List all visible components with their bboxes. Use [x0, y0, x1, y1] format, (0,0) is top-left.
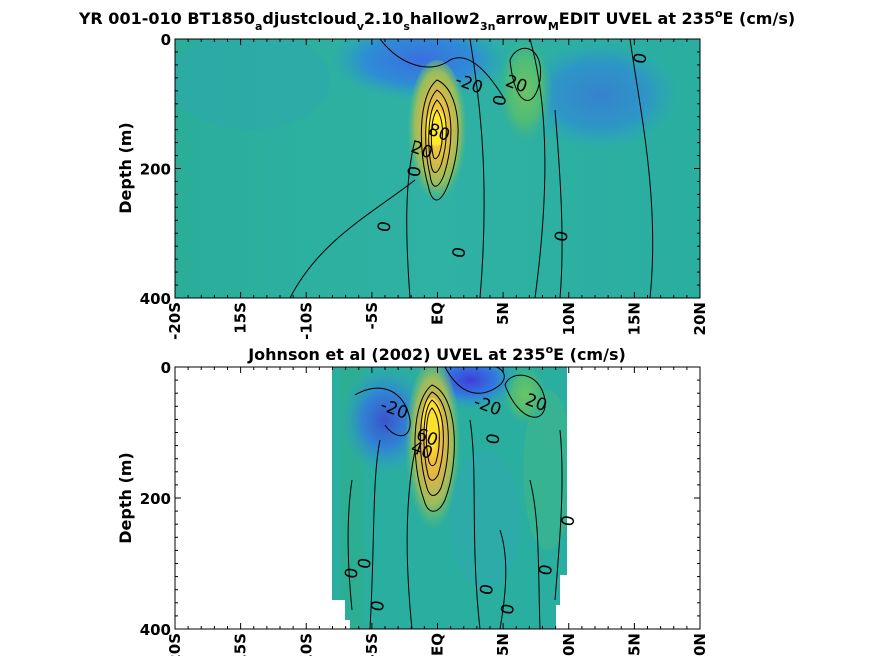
axis-ticks-obs: -20S 15S -10S -5S EQ 5N 10N 15N 20N 0 200 400: [140, 359, 709, 660]
x-tick-label: 15N: [625, 302, 643, 335]
contour-label: 0: [449, 246, 471, 260]
y-tick-label: 200: [140, 490, 171, 508]
chart-title-part: EDIT UVEL at 235: [559, 9, 715, 28]
chart-title-part: o: [715, 7, 723, 20]
chart-title-model: YR 001-010 BT1850adjustcloudv2.10shallow…: [78, 7, 795, 33]
y-tick-label: 200: [140, 161, 171, 179]
contour-label: 0: [558, 514, 580, 528]
contour-label: 0: [630, 51, 652, 65]
chart-title-part: M: [548, 20, 559, 33]
chart-title-part: 2.10: [364, 9, 403, 28]
contour-lines-obs: [347, 367, 563, 629]
contour-label: 0: [483, 432, 505, 446]
contour-label: 0: [490, 93, 512, 107]
x-tick-label: -20S: [166, 302, 184, 340]
chart-title-part: o: [546, 343, 554, 356]
x-tick-label: -10S: [297, 302, 315, 340]
heatmap-obs-field: [332, 367, 567, 629]
x-tick-label: -5S: [363, 302, 381, 329]
contour-label: 0: [368, 599, 390, 613]
y-tick-label: 0: [161, 359, 171, 377]
chart-title-part: 3n: [480, 20, 496, 33]
chart-title-part: hallow2: [410, 9, 480, 28]
contour-label: 0: [374, 220, 396, 234]
chart-title-part: E (cm/s): [553, 345, 626, 364]
chart-title-part: djustcloud: [262, 9, 356, 28]
x-tick-label: 10N: [560, 633, 578, 656]
contour-lines-model: [289, 39, 654, 298]
contour-label: 0: [341, 566, 363, 580]
contour-label: 0: [536, 563, 558, 577]
y-tick-label: 400: [140, 290, 171, 308]
contour-label: 0: [551, 229, 573, 243]
chart-title-part: E (cm/s): [723, 9, 796, 28]
x-tick-label: -10S: [297, 633, 315, 656]
chart-title-part: v: [357, 20, 365, 33]
x-tick-label: 20N: [691, 302, 709, 335]
chart-title-part: a: [255, 20, 262, 33]
x-tick-label: 15S: [232, 302, 250, 334]
chart-title-part: Johnson et al (2002) UVEL at 235: [247, 345, 545, 364]
chart-title-part: arrow: [495, 9, 548, 28]
chart-title-part: s: [403, 20, 410, 33]
contour-label: 0: [498, 602, 520, 616]
x-tick-label: 15N: [625, 633, 643, 656]
y-axis-label-obs: Depth (m): [116, 452, 135, 544]
x-tick-label: EQ: [429, 633, 447, 656]
x-tick-label: 5N: [494, 302, 512, 325]
chart-title-obs: Johnson et al (2002) UVEL at 235oE (cm/s…: [247, 343, 626, 364]
x-tick-label: -20S: [166, 633, 184, 656]
x-tick-label: 20N: [691, 633, 709, 656]
y-axis-label-model: Depth (m): [116, 122, 135, 214]
x-tick-label: 10N: [560, 302, 578, 335]
contour-label: 0: [477, 583, 499, 597]
x-tick-label: EQ: [429, 302, 447, 325]
axis-ticks-model: -20S 15S -10S -5S EQ 5N 10N 15N 20N 0 200 400: [140, 31, 709, 340]
contour-label: 0: [404, 165, 426, 179]
x-tick-label: 15S: [232, 633, 250, 656]
y-tick-label: 400: [140, 621, 171, 639]
x-tick-label: -5S: [363, 633, 381, 656]
chart-title-part: YR 001-010 BT1850: [78, 9, 255, 28]
x-tick-label: 5N: [494, 633, 512, 656]
contour-label: 0: [355, 556, 377, 570]
y-tick-label: 0: [161, 31, 171, 49]
